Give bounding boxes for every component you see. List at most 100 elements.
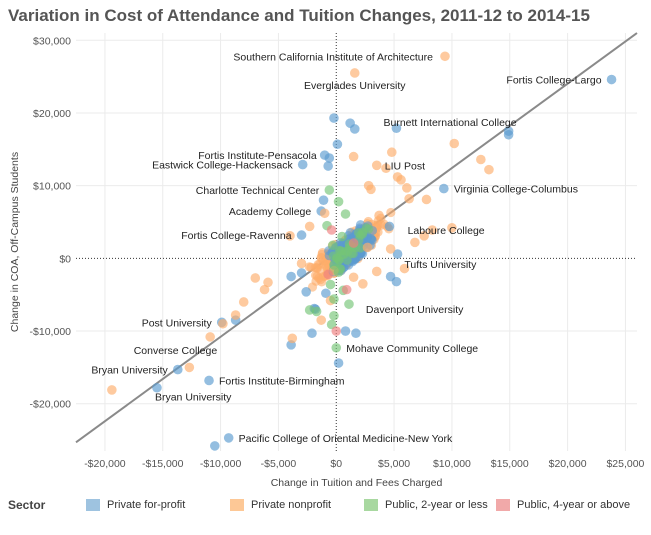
data-point bbox=[326, 225, 337, 235]
cluster-point bbox=[310, 270, 321, 280]
data-point bbox=[374, 210, 384, 221]
data-point bbox=[218, 318, 228, 329]
data-point bbox=[329, 260, 339, 270]
point-label: LIU Post bbox=[385, 160, 425, 172]
data-point bbox=[286, 271, 296, 282]
data-point bbox=[503, 129, 514, 140]
point-label: Pacific College of Oriental Medicine-New… bbox=[239, 433, 453, 445]
x-axis-title: Change in Tuition and Fees Charged bbox=[271, 477, 443, 489]
data-point bbox=[402, 183, 412, 193]
data-point bbox=[311, 306, 322, 317]
data-point bbox=[349, 68, 360, 78]
data-point bbox=[296, 258, 307, 269]
data-point bbox=[287, 333, 298, 344]
data-point bbox=[259, 284, 270, 295]
x-tick-label: $5,000 bbox=[378, 458, 410, 470]
data-point bbox=[606, 74, 617, 85]
legend: Sector Private for-profit Private nonprof… bbox=[0, 495, 651, 519]
data-point bbox=[385, 244, 396, 254]
data-point bbox=[449, 138, 460, 149]
y-tick-label: -$10,000 bbox=[30, 326, 72, 338]
data-point bbox=[341, 284, 352, 295]
gridlines bbox=[76, 33, 637, 451]
cluster-point bbox=[364, 224, 374, 234]
axis-titles: Change in Tuition and Fees Charged Change… bbox=[9, 152, 442, 489]
point-label: Charlotte Technical Center bbox=[196, 185, 320, 197]
cluster-point bbox=[348, 249, 358, 259]
point-label: Tufts University bbox=[404, 259, 477, 271]
legend-label: Private nonprofit bbox=[251, 499, 332, 511]
legend-swatch bbox=[230, 499, 244, 511]
cluster-point bbox=[317, 277, 327, 287]
data-point bbox=[321, 288, 331, 299]
data-point bbox=[210, 441, 220, 451]
data-point bbox=[205, 332, 215, 342]
axis-ticks: -$20,000 -$15,000 -$10,000 -$5,000 $0 $5,000 $… bbox=[30, 35, 645, 470]
point-label: Mohave Community College bbox=[346, 343, 478, 355]
data-point bbox=[392, 249, 403, 259]
legend-item[interactable]: Public, 4-year or above bbox=[496, 499, 630, 511]
data-point bbox=[238, 297, 249, 307]
point-label: Converse College bbox=[134, 345, 218, 357]
legend-swatch bbox=[364, 499, 378, 511]
data-point bbox=[204, 375, 214, 386]
x-tick-label: -$10,000 bbox=[200, 458, 242, 470]
data-point bbox=[362, 242, 373, 253]
data-point bbox=[333, 196, 344, 207]
data-point bbox=[172, 364, 183, 375]
data-point bbox=[476, 154, 486, 165]
y-axis-title: Change in COA, Off-Campus Students bbox=[9, 152, 21, 332]
point-label: Burnett International College bbox=[384, 117, 517, 129]
scatter-chart: -$20,000 -$15,000 -$10,000 -$5,000 $0 $5,000 $… bbox=[9, 32, 645, 489]
x-tick-label: $10,000 bbox=[433, 458, 471, 470]
point-label: Fortis Institute-Pensacola bbox=[198, 150, 317, 162]
data-point bbox=[329, 310, 339, 321]
data-point bbox=[399, 263, 410, 274]
data-point bbox=[307, 328, 317, 339]
data-point bbox=[184, 362, 195, 373]
data-point bbox=[107, 385, 117, 395]
point-label: Everglades University bbox=[304, 80, 406, 92]
data-point bbox=[331, 342, 342, 353]
point-label: Fortis College-Ravenna bbox=[181, 230, 291, 242]
x-tick-label: $25,000 bbox=[606, 458, 644, 470]
data-point bbox=[340, 326, 351, 336]
data-point bbox=[396, 175, 406, 185]
cluster-point bbox=[355, 230, 366, 240]
cluster-point bbox=[342, 255, 352, 265]
legend-item[interactable]: Private nonprofit bbox=[230, 499, 331, 511]
legend-item[interactable]: Public, 2-year or less bbox=[364, 499, 488, 511]
y-tick-label: $10,000 bbox=[33, 181, 71, 193]
x-tick-label: $15,000 bbox=[491, 458, 529, 470]
data-point bbox=[250, 273, 261, 283]
x-tick-label: -$15,000 bbox=[142, 458, 184, 470]
y-tick-label: $20,000 bbox=[33, 108, 71, 120]
x-tick-label: $0 bbox=[330, 458, 342, 470]
data-point bbox=[358, 279, 368, 289]
data-point bbox=[440, 51, 450, 62]
data-point bbox=[331, 326, 342, 336]
data-point bbox=[325, 279, 336, 290]
data-point bbox=[304, 221, 315, 232]
y-tick-label: $0 bbox=[59, 253, 71, 265]
data-point bbox=[263, 277, 273, 288]
legend-label: Public, 2-year or less bbox=[385, 499, 488, 511]
data-point bbox=[427, 225, 438, 235]
legend-swatch bbox=[86, 499, 100, 511]
data-point bbox=[410, 237, 420, 248]
data-point bbox=[348, 238, 359, 248]
legend-item[interactable]: Private for-profit bbox=[86, 499, 185, 511]
legend-swatch bbox=[496, 499, 510, 511]
data-point bbox=[323, 269, 333, 280]
data-point bbox=[404, 193, 414, 204]
data-point bbox=[152, 382, 162, 393]
x-tick-label: -$20,000 bbox=[84, 458, 126, 470]
data-point bbox=[371, 160, 382, 171]
data-point bbox=[296, 268, 307, 278]
data-point bbox=[384, 221, 395, 232]
legend-label: Public, 4-year or above bbox=[517, 499, 631, 511]
data-point bbox=[381, 163, 391, 174]
data-point bbox=[348, 151, 359, 162]
data-point bbox=[340, 209, 351, 219]
x-tick-label: -$5,000 bbox=[261, 458, 297, 470]
